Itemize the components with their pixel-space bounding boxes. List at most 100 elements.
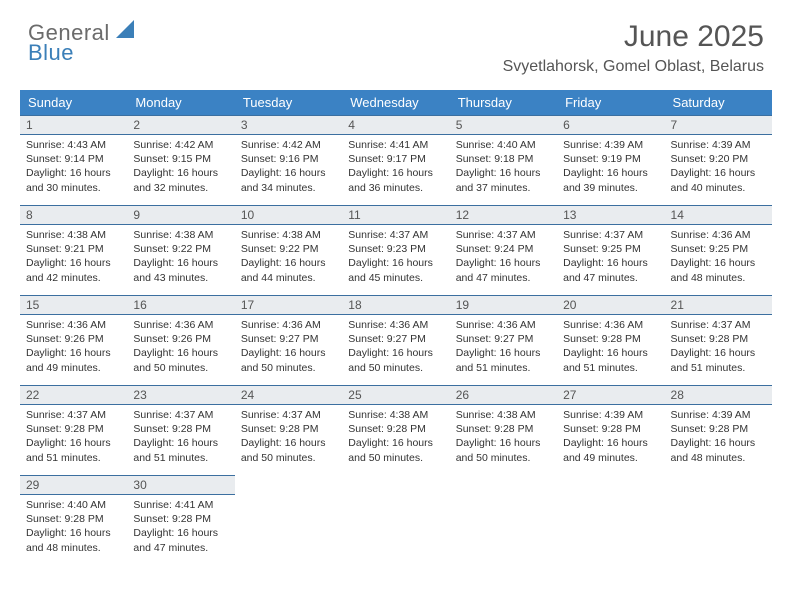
day-content: Sunrise: 4:36 AMSunset: 9:25 PMDaylight:…	[665, 225, 772, 289]
day-number: 16	[127, 295, 234, 315]
sunrise-text: Sunrise: 4:37 AM	[26, 408, 121, 422]
daylight-text-1: Daylight: 16 hours	[26, 256, 121, 270]
calendar-row: 8Sunrise: 4:38 AMSunset: 9:21 PMDaylight…	[20, 205, 772, 295]
daylight-text-2: and 34 minutes.	[241, 181, 336, 195]
day-content: Sunrise: 4:39 AMSunset: 9:28 PMDaylight:…	[557, 405, 664, 469]
sunrise-text: Sunrise: 4:38 AM	[456, 408, 551, 422]
calendar-cell: 30Sunrise: 4:41 AMSunset: 9:28 PMDayligh…	[127, 475, 234, 565]
calendar-cell: 22Sunrise: 4:37 AMSunset: 9:28 PMDayligh…	[20, 385, 127, 475]
daylight-text-2: and 40 minutes.	[671, 181, 766, 195]
day-content: Sunrise: 4:37 AMSunset: 9:24 PMDaylight:…	[450, 225, 557, 289]
weekday-header: Wednesday	[342, 90, 449, 115]
day-content: Sunrise: 4:36 AMSunset: 9:27 PMDaylight:…	[342, 315, 449, 379]
sunset-text: Sunset: 9:22 PM	[133, 242, 228, 256]
day-number: 4	[342, 115, 449, 135]
day-content: Sunrise: 4:39 AMSunset: 9:19 PMDaylight:…	[557, 135, 664, 199]
daylight-text-2: and 39 minutes.	[563, 181, 658, 195]
day-content: Sunrise: 4:38 AMSunset: 9:28 PMDaylight:…	[450, 405, 557, 469]
sunrise-text: Sunrise: 4:41 AM	[348, 138, 443, 152]
sunset-text: Sunset: 9:22 PM	[241, 242, 336, 256]
daylight-text-1: Daylight: 16 hours	[133, 256, 228, 270]
daylight-text-2: and 47 minutes.	[456, 271, 551, 285]
daylight-text-1: Daylight: 16 hours	[26, 436, 121, 450]
sunset-text: Sunset: 9:28 PM	[348, 422, 443, 436]
daylight-text-1: Daylight: 16 hours	[563, 436, 658, 450]
calendar-cell: 6Sunrise: 4:39 AMSunset: 9:19 PMDaylight…	[557, 115, 664, 205]
daylight-text-2: and 50 minutes.	[348, 361, 443, 375]
month-title: June 2025	[503, 20, 764, 54]
daylight-text-1: Daylight: 16 hours	[348, 346, 443, 360]
daylight-text-1: Daylight: 16 hours	[348, 436, 443, 450]
day-number: 1	[20, 115, 127, 135]
sunset-text: Sunset: 9:15 PM	[133, 152, 228, 166]
weekday-header: Sunday	[20, 90, 127, 115]
sunrise-text: Sunrise: 4:37 AM	[456, 228, 551, 242]
day-content: Sunrise: 4:39 AMSunset: 9:28 PMDaylight:…	[665, 405, 772, 469]
sunrise-text: Sunrise: 4:38 AM	[26, 228, 121, 242]
sunrise-text: Sunrise: 4:36 AM	[133, 318, 228, 332]
calendar-cell: 7Sunrise: 4:39 AMSunset: 9:20 PMDaylight…	[665, 115, 772, 205]
day-content: Sunrise: 4:37 AMSunset: 9:28 PMDaylight:…	[20, 405, 127, 469]
day-number: 22	[20, 385, 127, 405]
calendar-cell: 14Sunrise: 4:36 AMSunset: 9:25 PMDayligh…	[665, 205, 772, 295]
calendar-cell: 8Sunrise: 4:38 AMSunset: 9:21 PMDaylight…	[20, 205, 127, 295]
sunrise-text: Sunrise: 4:42 AM	[133, 138, 228, 152]
daylight-text-1: Daylight: 16 hours	[671, 436, 766, 450]
day-content: Sunrise: 4:38 AMSunset: 9:28 PMDaylight:…	[342, 405, 449, 469]
daylight-text-1: Daylight: 16 hours	[26, 526, 121, 540]
day-number: 28	[665, 385, 772, 405]
daylight-text-2: and 48 minutes.	[671, 451, 766, 465]
sunrise-text: Sunrise: 4:43 AM	[26, 138, 121, 152]
day-number: 5	[450, 115, 557, 135]
daylight-text-2: and 32 minutes.	[133, 181, 228, 195]
sunrise-text: Sunrise: 4:36 AM	[456, 318, 551, 332]
brand-logo: General Blue	[28, 20, 134, 46]
calendar-cell: 28Sunrise: 4:39 AMSunset: 9:28 PMDayligh…	[665, 385, 772, 475]
daylight-text-2: and 36 minutes.	[348, 181, 443, 195]
daylight-text-1: Daylight: 16 hours	[456, 346, 551, 360]
sunset-text: Sunset: 9:27 PM	[241, 332, 336, 346]
daylight-text-1: Daylight: 16 hours	[133, 436, 228, 450]
day-number: 7	[665, 115, 772, 135]
day-number: 29	[20, 475, 127, 495]
sunrise-text: Sunrise: 4:38 AM	[241, 228, 336, 242]
day-number: 26	[450, 385, 557, 405]
daylight-text-1: Daylight: 16 hours	[456, 436, 551, 450]
sunset-text: Sunset: 9:25 PM	[563, 242, 658, 256]
daylight-text-1: Daylight: 16 hours	[563, 166, 658, 180]
sunset-text: Sunset: 9:14 PM	[26, 152, 121, 166]
daylight-text-2: and 48 minutes.	[26, 541, 121, 555]
calendar-cell: 10Sunrise: 4:38 AMSunset: 9:22 PMDayligh…	[235, 205, 342, 295]
day-content: Sunrise: 4:36 AMSunset: 9:28 PMDaylight:…	[557, 315, 664, 379]
daylight-text-1: Daylight: 16 hours	[563, 346, 658, 360]
day-number: 13	[557, 205, 664, 225]
daylight-text-2: and 50 minutes.	[348, 451, 443, 465]
daylight-text-2: and 51 minutes.	[133, 451, 228, 465]
daylight-text-2: and 47 minutes.	[133, 541, 228, 555]
sunset-text: Sunset: 9:21 PM	[26, 242, 121, 256]
day-content: Sunrise: 4:37 AMSunset: 9:28 PMDaylight:…	[665, 315, 772, 379]
day-content: Sunrise: 4:43 AMSunset: 9:14 PMDaylight:…	[20, 135, 127, 199]
sunset-text: Sunset: 9:28 PM	[241, 422, 336, 436]
day-content: Sunrise: 4:36 AMSunset: 9:27 PMDaylight:…	[450, 315, 557, 379]
sunset-text: Sunset: 9:24 PM	[456, 242, 551, 256]
calendar-cell: 1Sunrise: 4:43 AMSunset: 9:14 PMDaylight…	[20, 115, 127, 205]
sunrise-text: Sunrise: 4:37 AM	[563, 228, 658, 242]
calendar-cell: 2Sunrise: 4:42 AMSunset: 9:15 PMDaylight…	[127, 115, 234, 205]
day-content: Sunrise: 4:36 AMSunset: 9:26 PMDaylight:…	[20, 315, 127, 379]
day-content: Sunrise: 4:42 AMSunset: 9:15 PMDaylight:…	[127, 135, 234, 199]
daylight-text-1: Daylight: 16 hours	[241, 166, 336, 180]
daylight-text-2: and 45 minutes.	[348, 271, 443, 285]
daylight-text-1: Daylight: 16 hours	[241, 436, 336, 450]
sunrise-text: Sunrise: 4:37 AM	[348, 228, 443, 242]
day-number: 10	[235, 205, 342, 225]
daylight-text-2: and 51 minutes.	[671, 361, 766, 375]
daylight-text-1: Daylight: 16 hours	[26, 166, 121, 180]
calendar-cell: 20Sunrise: 4:36 AMSunset: 9:28 PMDayligh…	[557, 295, 664, 385]
day-number: 24	[235, 385, 342, 405]
day-number: 30	[127, 475, 234, 495]
calendar-row: 1Sunrise: 4:43 AMSunset: 9:14 PMDaylight…	[20, 115, 772, 205]
sunrise-text: Sunrise: 4:38 AM	[133, 228, 228, 242]
sunrise-text: Sunrise: 4:37 AM	[133, 408, 228, 422]
sunrise-text: Sunrise: 4:40 AM	[26, 498, 121, 512]
